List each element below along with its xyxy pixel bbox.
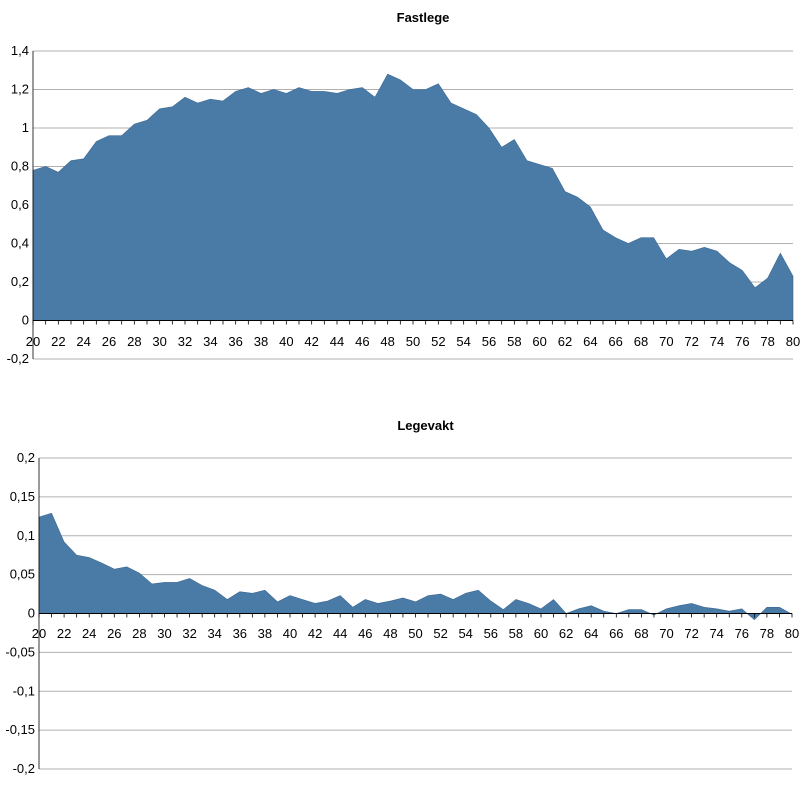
x-tick-label: 44 [330,334,344,349]
x-tick-label: 70 [659,626,673,641]
area-series [32,73,794,321]
y-tick-label: 0,15 [10,489,35,504]
y-tick-label: 1 [22,120,29,135]
y-tick-label: 0,1 [17,528,35,543]
x-tick-label: 66 [608,334,622,349]
x-tick-label: 56 [482,334,496,349]
x-tick-label: 78 [760,626,774,641]
x-tick-label: 20 [32,626,46,641]
x-tick-label: 40 [279,334,293,349]
x-tick-label: 72 [684,334,698,349]
area-series [38,512,793,621]
x-tick-label: 52 [433,626,447,641]
y-tick-label: -0,05 [5,644,35,659]
x-tick-label: 26 [107,626,121,641]
x-tick-label: 58 [509,626,523,641]
y-tick-label: -0,2 [13,761,35,776]
x-tick-label: 36 [228,334,242,349]
x-tick-label: 74 [709,626,723,641]
x-tick-label: 42 [304,334,318,349]
x-tick-label: 28 [132,626,146,641]
x-tick-label: 30 [157,626,171,641]
x-tick-label: 54 [458,626,472,641]
x-tick-label: 40 [283,626,297,641]
x-tick-label: 46 [358,626,372,641]
y-tick-label: -0,15 [5,722,35,737]
y-tick-label: 0 [28,606,35,621]
y-tick-label: -0,1 [13,683,35,698]
y-tick-label: 0,2 [11,274,29,289]
x-tick-label: 38 [258,626,272,641]
x-tick-label: 34 [207,626,221,641]
x-tick-label: 24 [82,626,96,641]
x-tick-label: 46 [355,334,369,349]
x-tick-label: 60 [532,334,546,349]
x-tick-label: 62 [558,334,572,349]
chart-title: Legevakt [397,418,454,433]
x-tick-label: 42 [308,626,322,641]
x-tick-label: 36 [233,626,247,641]
y-tick-label: -0,2 [7,351,29,366]
x-tick-label: 38 [254,334,268,349]
x-tick-label: 76 [735,626,749,641]
x-tick-label: 26 [102,334,116,349]
x-tick-label: 76 [735,334,749,349]
x-tick-label: 68 [634,626,648,641]
x-tick-label: 70 [659,334,673,349]
legevakt-chart: Legevakt -0,2 -0,15 -0,1 -0,05 0 0,05 0,1 0,15 0,… [5,418,799,776]
x-tick-label: 80 [786,334,800,349]
x-tick-label: 64 [584,626,598,641]
x-tick-label: 74 [710,334,724,349]
y-tick-label: 1,4 [11,43,29,58]
x-tick-label: 64 [583,334,597,349]
x-tick-label: 30 [152,334,166,349]
x-tick-label: 78 [760,334,774,349]
x-tick-label: 28 [127,334,141,349]
x-tick-label: 50 [408,626,422,641]
x-tick-label: 34 [203,334,217,349]
x-tick-label: 58 [507,334,521,349]
x-tick-label: 52 [431,334,445,349]
x-tick-label: 60 [534,626,548,641]
x-tick-label: 24 [76,334,90,349]
x-tick-label: 62 [559,626,573,641]
x-tick-label: 54 [456,334,470,349]
x-tick-label: 22 [57,626,71,641]
x-tick-label: 80 [785,626,799,641]
y-tick-label: 0,2 [17,450,35,465]
y-tick-label: 0,8 [11,159,29,174]
x-tick-label: 56 [484,626,498,641]
x-tick-label: 48 [380,334,394,349]
x-tick-label: 22 [51,334,65,349]
chart-title: Fastlege [397,10,450,25]
x-tick-label: 32 [182,626,196,641]
y-tick-label: 0,05 [10,567,35,582]
x-tick-label: 32 [178,334,192,349]
y-tick-label: 0,4 [11,236,29,251]
y-tick-label: 1,2 [11,82,29,97]
x-tick-label: 66 [609,626,623,641]
y-tick-label: 0 [22,313,29,328]
x-tick-label: 68 [634,334,648,349]
fastlege-chart: Fastlege -0,2 0 0,2 0,4 0,6 0,8 1 1,2 1,4 20 22 24 26… [7,10,800,366]
x-tick-label: 48 [383,626,397,641]
y-tick-label: 0,6 [11,197,29,212]
x-tick-label: 20 [26,334,40,349]
x-tick-label: 50 [406,334,420,349]
x-tick-label: 44 [333,626,347,641]
x-tick-label: 72 [684,626,698,641]
